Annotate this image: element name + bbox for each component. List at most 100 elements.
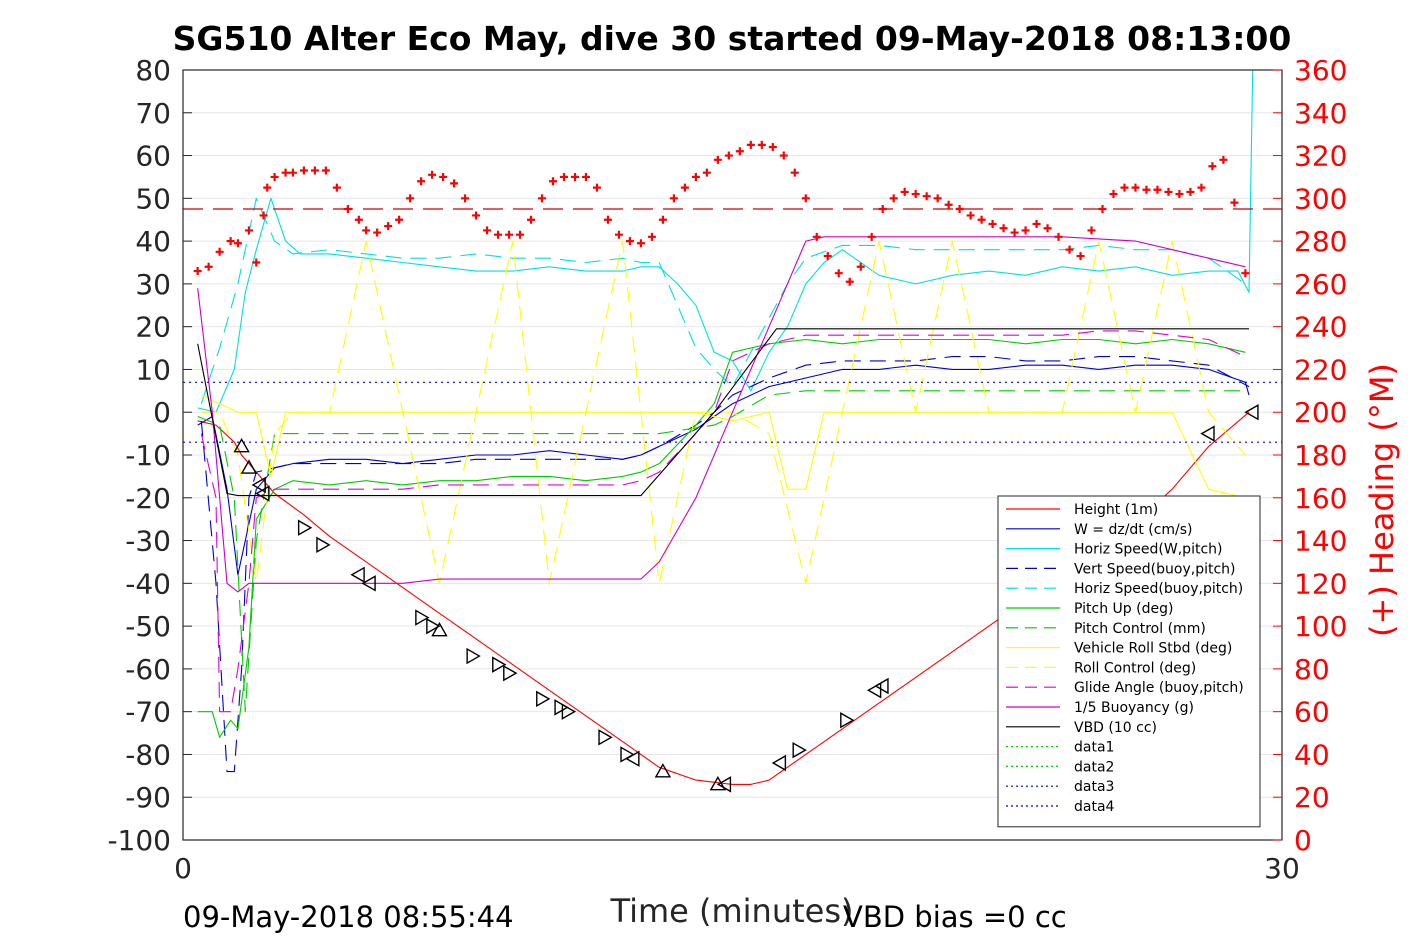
heading-point (779, 151, 788, 160)
heading-point (259, 211, 268, 220)
heading-point (299, 166, 308, 175)
heading-point (746, 140, 755, 149)
heading-point (900, 187, 909, 196)
y-tick-label: 50 (135, 182, 171, 215)
series-layer (183, 69, 1282, 785)
legend-label: Horiz Speed(buoy,pitch) (1074, 581, 1243, 597)
right-tick-label: 280 (1294, 225, 1347, 258)
legend-label: Glide Angle (buoy,pitch) (1074, 680, 1244, 696)
right-tick-label: 340 (1294, 97, 1347, 130)
heading-point (922, 192, 931, 201)
legend-label: W = dz/dt (cm/s) (1074, 522, 1193, 538)
y-tick-label: -70 (125, 696, 171, 729)
triangle-marker (1244, 404, 1259, 421)
triangle-marker (350, 566, 365, 583)
axis-ticks: 80706050403020100-10-20-30-40-50-60-70-8… (107, 54, 1347, 885)
heading-point (1043, 224, 1052, 233)
triangle-marker (874, 677, 889, 695)
heading-point (724, 151, 733, 160)
heading-point (801, 194, 810, 203)
heading-point (461, 194, 470, 203)
heading-point (834, 269, 843, 278)
triangle-marker (536, 690, 551, 708)
triangle-marker (361, 575, 376, 592)
heading-point (332, 183, 341, 192)
heading-point (735, 147, 744, 156)
heading-point (1208, 162, 1217, 171)
heading-point (570, 172, 579, 181)
heading-point (625, 237, 634, 246)
heading-point (516, 230, 525, 239)
heading-point (845, 277, 854, 286)
heading-point (669, 194, 678, 203)
right-tick-label: 320 (1294, 140, 1347, 173)
heading-point (483, 226, 492, 235)
heading-point (439, 172, 448, 181)
x-tick-label: 30 (1264, 852, 1300, 885)
triangle-marker (492, 656, 507, 673)
heading-point (548, 177, 557, 186)
heading-point (911, 190, 920, 199)
heading-point (823, 252, 832, 261)
series-line-3 (200, 356, 1250, 773)
triangle-marker (866, 682, 882, 699)
series-line-9 (200, 330, 1246, 713)
heading-point (702, 168, 711, 177)
legend-label: data4 (1074, 799, 1115, 815)
series-line-5 (197, 338, 1246, 738)
right-tick-label: 120 (1294, 567, 1347, 600)
heading-point (977, 215, 986, 224)
triangle-marker (561, 703, 577, 720)
heading-point (614, 230, 623, 239)
heading-point (1164, 187, 1173, 196)
heading-point (263, 183, 272, 192)
series-line-6 (197, 390, 1246, 713)
triangle-marker (426, 617, 441, 635)
heading-point (373, 228, 382, 237)
triangle-marker (709, 775, 727, 791)
heading-point (603, 215, 612, 224)
y-tick-label: -100 (107, 824, 171, 857)
heading-point (812, 232, 821, 241)
heading-point (362, 226, 371, 235)
right-tick-label: 240 (1294, 311, 1347, 344)
heading-point (1109, 190, 1118, 199)
heading-point (354, 215, 363, 224)
heading-point (1021, 226, 1030, 235)
triangle-marker (251, 476, 266, 494)
right-tick-label: 60 (1294, 696, 1330, 729)
triangle-marker (431, 621, 448, 637)
y-tick-label: -30 (125, 525, 171, 558)
series-line-11 (197, 328, 1249, 497)
legend-label: Pitch Up (deg) (1074, 601, 1173, 617)
heading-point (1219, 155, 1228, 164)
right-tick-label: 360 (1294, 54, 1347, 87)
triangle-marker (1200, 425, 1215, 442)
triangle-marker (598, 729, 613, 746)
heading-point (592, 183, 601, 192)
heading-point (988, 220, 997, 228)
footer-timestamp: 09-May-2018 08:55:44 (183, 900, 514, 934)
heading-point (878, 205, 887, 214)
y-tick-label: -60 (125, 653, 171, 686)
heading-point (204, 262, 213, 271)
y-tick-label: -10 (125, 439, 171, 472)
x-tick-label: 0 (174, 852, 192, 885)
heading-point (226, 237, 235, 246)
y-tick-label: 40 (135, 225, 171, 258)
heading-point (1054, 232, 1063, 241)
heading-point (856, 262, 865, 271)
heading-point (1142, 185, 1151, 194)
heading-point (215, 247, 224, 256)
heading-point (395, 215, 404, 224)
triangle-marker (255, 485, 270, 502)
right-tick-label: 220 (1294, 353, 1347, 386)
y-tick-label: 0 (153, 396, 171, 429)
heading-point (966, 211, 975, 220)
heading-point (1076, 252, 1085, 261)
legend-label: Horiz Speed(W,pitch) (1074, 542, 1222, 558)
right-tick-label: 260 (1294, 268, 1347, 301)
heading-point (955, 205, 964, 214)
right-tick-label: 0 (1294, 824, 1312, 857)
heading-point (417, 177, 426, 186)
